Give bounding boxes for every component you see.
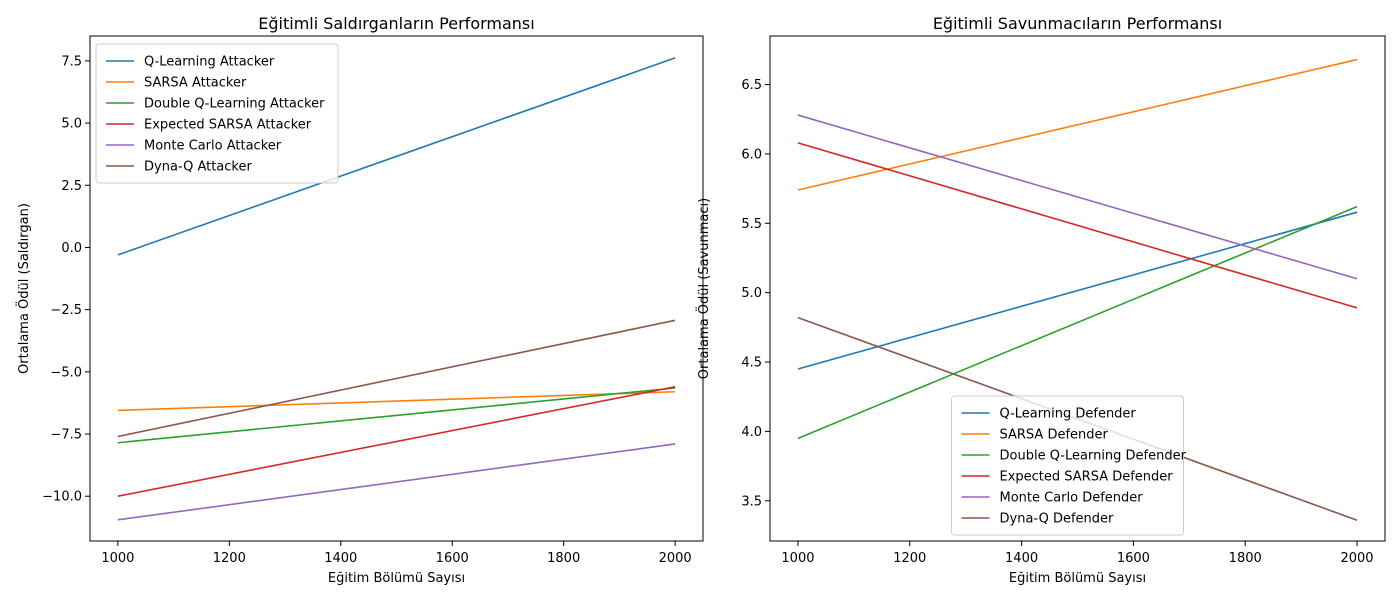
legend-label: Q-Learning Defender [1000, 407, 1137, 422]
y-tick-label: 5.0 [741, 286, 762, 301]
legend-label: Q-Learning Attacker [144, 55, 275, 70]
x-tick-label: 2000 [659, 551, 692, 566]
legend-box [951, 395, 1184, 536]
x-tick-label: 1800 [1229, 551, 1262, 566]
legend-label: Expected SARSA Attacker [144, 118, 312, 133]
legend-label: Dyna-Q Defender [1000, 512, 1115, 527]
y-tick-label: −10.0 [42, 490, 82, 505]
legend-label: SARSA Attacker [144, 76, 247, 91]
x-tick-label: 1400 [324, 551, 357, 566]
series-line-dyna-q-attacker [117, 319, 676, 438]
y-tick-label: 6.5 [741, 78, 762, 93]
x-tick-label: 2000 [1340, 551, 1373, 566]
attacker-performance-chart: Eğitimli Saldırganların Performansı Eğit… [15, 14, 704, 586]
y-tick-label: 5.0 [61, 117, 82, 132]
x-axis-label: Eğitim Bölümü Sayısı [328, 571, 465, 586]
defender-performance-chart: Eğitimli Savunmacıların Performansı Eğit… [695, 14, 1386, 586]
legend-label: Dyna-Q Attacker [144, 160, 252, 175]
chart-title: Eğitimli Savunmacıların Performansı [933, 14, 1222, 33]
x-tick-label: 1000 [781, 551, 814, 566]
y-tick-label: −2.5 [50, 303, 82, 318]
x-tick-label: 1400 [1005, 551, 1038, 566]
legend-label: Expected SARSA Defender [1000, 470, 1174, 485]
series-line-monte-carlo-defender [797, 114, 1358, 280]
x-tick-label: 1800 [547, 551, 580, 566]
plot-frame [89, 35, 704, 542]
y-tick-label: 7.5 [61, 54, 82, 69]
y-tick-label: 0.0 [61, 241, 82, 256]
series-line-q-learning-attacker [117, 57, 676, 256]
y-tick-label: −7.5 [50, 428, 82, 443]
x-tick-label: 1200 [893, 551, 926, 566]
y-tick-label: 4.5 [741, 356, 762, 371]
plot-frame [769, 35, 1386, 542]
x-tick-label: 1600 [436, 551, 469, 566]
x-tick-label: 1600 [1117, 551, 1150, 566]
y-tick-label: 6.0 [741, 147, 762, 162]
y-tick-label: 2.5 [61, 179, 82, 194]
legend-box [95, 43, 339, 184]
x-axis-label: Eğitim Bölümü Sayısı [1009, 571, 1146, 586]
x-tick-label: 1000 [101, 551, 134, 566]
legend: Q-Learning Attacker SARSA Attacker Double … [95, 43, 339, 184]
series-line-double-q-learning-attacker [117, 387, 676, 444]
y-axis-label: Ortalama Ödül (Saldırgan) [15, 203, 32, 374]
y-tick-label: 3.5 [741, 494, 762, 509]
series-line-monte-carlo-attacker [117, 443, 676, 521]
series-line-sarsa-attacker [117, 390, 676, 412]
y-axis-label: Ortalama Ödül (Savunmacı) [695, 198, 712, 379]
chart-title: Eğitimli Saldırganların Performansı [258, 14, 534, 33]
legend-label: Monte Carlo Attacker [144, 139, 282, 154]
series-line-sarsa-defender [797, 58, 1358, 191]
legend-label: SARSA Defender [1000, 428, 1109, 443]
legend-label: Double Q-Learning Attacker [144, 97, 325, 112]
y-tick-label: 5.5 [741, 217, 762, 232]
y-tick-label: 4.0 [741, 425, 762, 440]
x-tick-label: 1200 [213, 551, 246, 566]
legend-label: Monte Carlo Defender [1000, 491, 1144, 506]
legend: Q-Learning Defender SARSA Defender Double … [951, 395, 1187, 536]
series-line-q-learning-defender [797, 211, 1358, 370]
legend-label: Double Q-Learning Defender [1000, 449, 1187, 464]
series-line-expected-sarsa-attacker [117, 385, 676, 498]
y-tick-label: −5.0 [50, 365, 82, 380]
series-line-expected-sarsa-defender [797, 142, 1358, 309]
series-line-double-q-learning-defender [797, 205, 1358, 440]
